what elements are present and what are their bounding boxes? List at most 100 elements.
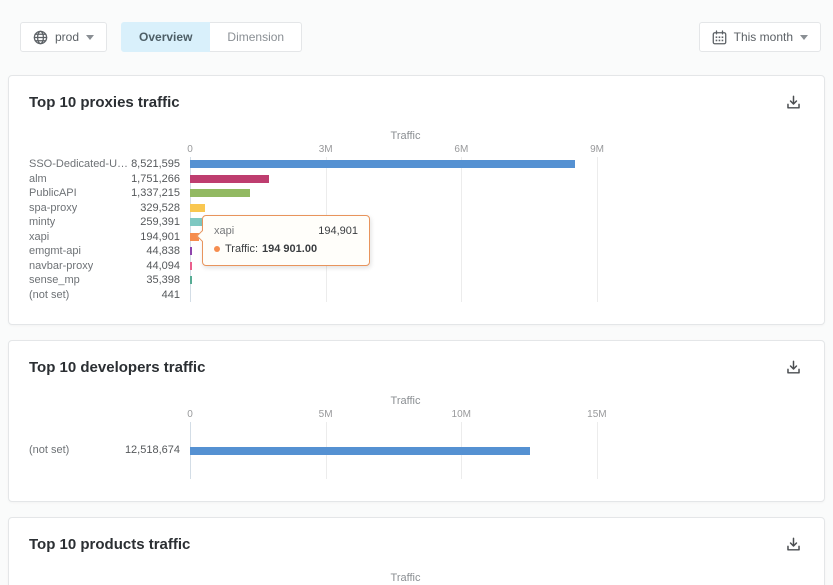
category-labels: (not set) 12,518,674 [29,422,190,479]
environment-select[interactable]: prod [20,22,108,52]
tab-overview[interactable]: Overview [121,22,211,52]
axis-tick-label: 6M [454,144,469,155]
axis-tick-label: 9M [590,144,604,155]
category-value: 1,751,266 [131,172,180,185]
category-value: 329,528 [140,201,180,214]
bar-sense-mp[interactable] [190,276,192,285]
category-row: xapi 194,901 [29,230,180,245]
bar-row [190,288,621,303]
card-top-developers-traffic: Top 10 developers traffic Traffic 0 5M 10M… [8,340,825,502]
axis-title: Traffic [390,130,421,142]
category-name: navbar-proxy [29,259,94,272]
category-value: 194,901 [140,230,180,243]
axis-tick-label: 5M [318,409,333,420]
category-value: 12,518,674 [124,444,180,457]
bar-emgmt-api[interactable] [190,247,193,256]
card-title: Top 10 products traffic [29,535,191,553]
bar-row [190,443,621,458]
category-row: PublicAPI 1,337,215 [29,186,180,201]
bar-row [190,230,621,245]
axis-tick-label: 10M [451,409,471,420]
tooltip-value: 194,901 [318,225,358,237]
category-value: 44,838 [146,245,180,257]
card-top-proxies-traffic: Top 10 proxies traffic Traffic 0 3M 6M 9M S… [8,75,825,325]
category-name: minty [29,216,56,228]
bar-row [190,157,621,172]
category-row: sense_mp 35,398 [29,273,180,288]
category-row: alm 1,751,266 [29,172,180,187]
bar-spa-proxy[interactable] [190,203,205,212]
category-row: (not set) 12,518,674 [29,443,180,458]
category-row: (not set) 441 [29,288,180,303]
axis-tick-label: 0 [187,144,193,155]
category-value: 44,094 [146,259,180,272]
bar-row [190,259,621,274]
axis-ticks: 0 5M 10M 15M [187,409,621,422]
plot-area: xapi 194,901 Traffic: 194 901.00 [190,157,621,302]
bar-row [190,201,621,216]
gridline [596,422,598,479]
bar-alm[interactable] [190,174,270,183]
download-icon[interactable] [783,357,804,378]
series-dot-icon [214,246,220,252]
chart-tooltip: xapi 194,901 Traffic: 194 901.00 [196,215,370,266]
card-top-products-traffic: Top 10 products traffic Traffic 05M10M15… [8,517,825,585]
category-name: xapi [29,230,50,243]
tooltip-category: xapi [214,225,235,237]
category-value: 1,337,215 [131,187,180,199]
bar-publicapi[interactable] [190,189,251,198]
bar-row [190,244,621,259]
category-row: SSO-Dedicated-U… 8,521,595 [29,157,180,172]
tooltip-metric-label: Traffic: [225,243,259,255]
download-icon[interactable] [783,534,804,555]
bar-chart-proxies: Traffic 0 3M 6M 9M SSO-Dedicated-U… 8,521,59… [29,130,804,302]
gridline [190,157,191,302]
environment-label: prod [55,30,80,44]
chart-body: (not set) 12,518,674 [29,422,804,479]
category-name: PublicAPI [29,187,77,199]
tab-dimension-label: Dimension [227,30,285,44]
category-name: alm [29,172,47,185]
bar-navbar-proxy[interactable] [190,261,192,270]
bar-row [190,186,621,201]
axis-tick-label: 0 [187,409,193,420]
gridline [597,157,599,302]
caret-down-icon [800,34,808,40]
date-range-select[interactable]: This month [698,22,821,52]
category-labels: SSO-Dedicated-U… 8,521,595 alm 1,751,266 Pub… [29,157,190,302]
card-title: Top 10 proxies traffic [29,93,180,111]
category-row: emgmt-api 44,838 [29,244,180,259]
date-range-label: This month [733,30,793,44]
tooltip-body: Traffic: 194 901.00 [203,243,369,265]
bar-row [190,273,621,288]
category-row: spa-proxy 329,528 [29,201,180,216]
category-name: sense_mp [29,274,80,286]
bar-chart-developers: Traffic 0 5M 10M 15M (not set) 12,518,674 [29,395,804,479]
category-name: (not set) [29,288,70,301]
caret-down-icon [86,34,95,40]
card-header: Top 10 proxies traffic [29,90,804,114]
bar--not-set-[interactable] [190,446,530,455]
card-header: Top 10 products traffic [29,532,804,556]
tooltip-header: xapi 194,901 [203,216,369,243]
bar-row [190,172,621,187]
bar-minty[interactable] [190,218,202,227]
chart-body: SSO-Dedicated-U… 8,521,595 alm 1,751,266 Pub… [29,157,804,302]
axis-ticks: 0 3M 6M 9M [187,144,621,157]
globe-icon [33,30,48,44]
category-name: emgmt-api [29,245,81,257]
gridline [461,157,463,302]
view-tabs: Overview Dimension [121,22,303,52]
category-name: spa-proxy [29,201,78,214]
axis-title: Traffic [390,395,421,407]
download-icon[interactable] [783,92,804,113]
tab-dimension[interactable]: Dimension [210,22,303,52]
category-value: 441 [161,288,180,301]
category-value: 259,391 [140,216,180,228]
bar-sso-dedicated-u-[interactable] [190,160,576,169]
bar-xapi[interactable] [190,232,199,241]
calendar-icon [712,29,726,44]
toolbar: prod Overview Dimension This month [20,22,821,52]
